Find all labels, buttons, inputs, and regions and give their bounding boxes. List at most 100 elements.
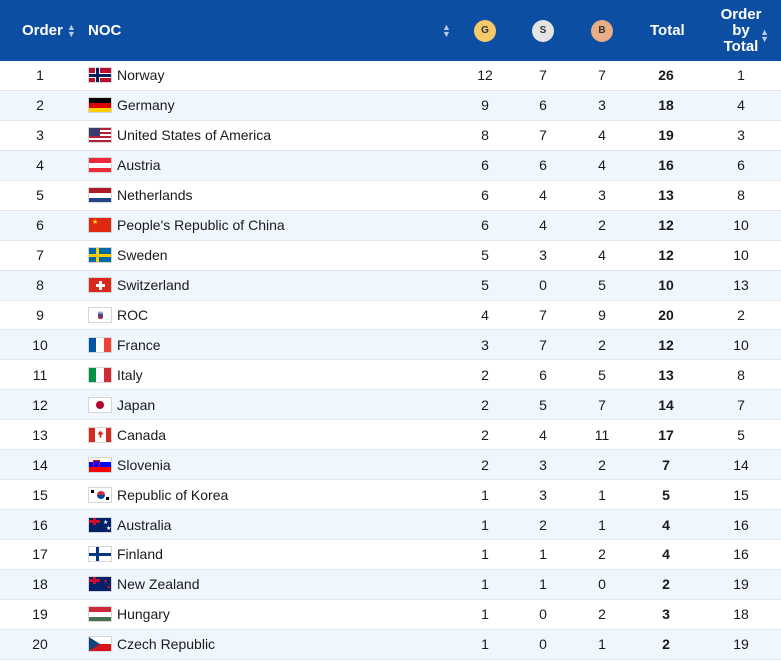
order-column-header[interactable]: Order ▲ ▼ bbox=[22, 0, 76, 61]
bronze-count: 1 bbox=[598, 486, 606, 503]
noc-cell[interactable]: Sweden bbox=[88, 241, 448, 270]
silver-count: 5 bbox=[539, 396, 547, 413]
total-count: 2 bbox=[662, 576, 670, 593]
sweden-flag-icon bbox=[88, 247, 112, 264]
bronze-column-header[interactable]: B bbox=[591, 0, 613, 61]
noc-name: Australia bbox=[117, 516, 172, 533]
noc-cell[interactable]: Republic of Korea bbox=[88, 480, 448, 509]
total-count: 3 bbox=[662, 606, 670, 623]
rank-cell: 9 bbox=[36, 306, 44, 323]
gold-count: 5 bbox=[481, 277, 489, 294]
silver-count: 7 bbox=[539, 306, 547, 323]
bronze-count: 4 bbox=[598, 247, 606, 264]
noc-cell[interactable]: ROC bbox=[88, 301, 448, 330]
noc-header-label: NOC bbox=[88, 22, 122, 39]
total-count: 12 bbox=[658, 217, 674, 234]
order-by-total-value: 5 bbox=[737, 426, 745, 443]
noc-cell[interactable]: Netherlands bbox=[88, 181, 448, 210]
order-by-total-value: 3 bbox=[737, 127, 745, 144]
noc-cell[interactable]: Switzerland bbox=[88, 271, 448, 300]
rank-cell: 4 bbox=[36, 157, 44, 174]
gold-count: 6 bbox=[481, 187, 489, 204]
silver-header-label: S bbox=[539, 25, 547, 36]
noc-name: Sweden bbox=[117, 247, 168, 264]
silver-column-header[interactable]: S bbox=[532, 0, 554, 61]
noc-name: ROC bbox=[117, 306, 149, 323]
order-by-total-value: 19 bbox=[733, 636, 749, 653]
noc-column-header[interactable]: NOC bbox=[88, 0, 121, 61]
noc-cell[interactable]: ★ People's Republic of China bbox=[88, 211, 448, 240]
table-row: 8 Switzerland 5 0 5 10 13 bbox=[0, 270, 781, 301]
bronze-count: 5 bbox=[598, 277, 606, 294]
table-row: 1 Norway 12 7 7 26 1 bbox=[0, 61, 781, 91]
table-body: 1 Norway 12 7 7 26 1 2 Germany 9 6 3 18 … bbox=[0, 61, 781, 660]
order-by-total-value: 19 bbox=[733, 576, 749, 593]
bronze-count: 2 bbox=[598, 456, 606, 473]
order-by-total-value: 10 bbox=[733, 247, 749, 264]
bronze-count: 0 bbox=[598, 576, 606, 593]
order-by-total-value: 13 bbox=[733, 277, 749, 294]
noc-name: Slovenia bbox=[117, 456, 171, 473]
rank-cell: 18 bbox=[32, 576, 48, 593]
gold-count: 6 bbox=[481, 157, 489, 174]
silver-count: 0 bbox=[539, 277, 547, 294]
noc-cell[interactable]: Norway bbox=[88, 61, 448, 90]
sort-icon[interactable]: ▲ ▼ bbox=[760, 27, 769, 44]
order-by-total-value: 16 bbox=[733, 516, 749, 533]
noc-cell[interactable]: Canada bbox=[88, 420, 448, 449]
sort-icon[interactable]: ▲ ▼ bbox=[66, 21, 76, 39]
silver-count: 1 bbox=[539, 576, 547, 593]
rank-cell: 16 bbox=[32, 516, 48, 533]
noc-cell[interactable]: Finland bbox=[88, 540, 448, 569]
noc-name: Netherlands bbox=[117, 187, 193, 204]
gold-count: 6 bbox=[481, 217, 489, 234]
table-row: 13 Canada 2 4 11 17 5 bbox=[0, 420, 781, 451]
order-by-total-value: 10 bbox=[733, 217, 749, 234]
silver-count: 6 bbox=[539, 366, 547, 383]
noc-cell[interactable]: ★ ★ Australia bbox=[88, 510, 448, 539]
noc-sort-control[interactable]: ▲ ▼ bbox=[438, 0, 451, 61]
bronze-count: 5 bbox=[598, 366, 606, 383]
noc-cell[interactable]: Hungary bbox=[88, 600, 448, 629]
bronze-count: 2 bbox=[598, 606, 606, 623]
bronze-count: 1 bbox=[598, 516, 606, 533]
noc-cell[interactable]: Czech Republic bbox=[88, 630, 448, 659]
rank-cell: 5 bbox=[36, 187, 44, 204]
noc-cell[interactable]: Austria bbox=[88, 151, 448, 180]
noc-cell[interactable]: Italy bbox=[88, 360, 448, 389]
noc-cell[interactable]: Germany bbox=[88, 91, 448, 120]
noc-cell[interactable]: United States of America bbox=[88, 121, 448, 150]
noc-name: New Zealand bbox=[117, 576, 200, 593]
bronze-count: 4 bbox=[598, 157, 606, 174]
noc-name: People's Republic of China bbox=[117, 217, 285, 234]
order-by-total-column-header[interactable]: Order by Total bbox=[712, 0, 770, 61]
order-by-total-value: 8 bbox=[737, 187, 745, 204]
noc-name: Italy bbox=[117, 366, 143, 383]
australia-flag-icon: ★ ★ bbox=[88, 516, 112, 533]
gold-count: 2 bbox=[481, 396, 489, 413]
total-column-header[interactable]: Total bbox=[650, 0, 685, 61]
order-by-total-value: 10 bbox=[733, 336, 749, 353]
total-count: 26 bbox=[658, 67, 674, 84]
table-row: 18 ★ ★ New Zealand 1 1 0 2 19 bbox=[0, 569, 781, 600]
gold-count: 8 bbox=[481, 127, 489, 144]
noc-cell[interactable]: ★ ★ New Zealand bbox=[88, 570, 448, 599]
rank-cell: 7 bbox=[36, 247, 44, 264]
total-count: 14 bbox=[658, 396, 674, 413]
order-by-total-sort[interactable]: ▲ ▼ bbox=[756, 22, 769, 44]
gold-column-header[interactable]: G bbox=[474, 0, 496, 61]
noc-cell[interactable]: Slovenia bbox=[88, 450, 448, 479]
total-count: 16 bbox=[658, 157, 674, 174]
noc-cell[interactable]: Japan bbox=[88, 390, 448, 419]
gold-medal-icon: G bbox=[474, 19, 496, 42]
table-row: 4 Austria 6 6 4 16 6 bbox=[0, 150, 781, 181]
noc-cell[interactable]: France bbox=[88, 330, 448, 359]
sort-icon[interactable]: ▲ ▼ bbox=[442, 21, 451, 39]
order-by-total-value: 15 bbox=[733, 486, 749, 503]
total-count: 4 bbox=[662, 516, 670, 533]
table-row: 9 ROC 4 7 9 20 2 bbox=[0, 301, 781, 331]
bronze-header-label: B bbox=[598, 25, 606, 36]
order-header-label: Order bbox=[22, 22, 63, 39]
total-count: 7 bbox=[662, 456, 670, 473]
gold-count: 2 bbox=[481, 366, 489, 383]
